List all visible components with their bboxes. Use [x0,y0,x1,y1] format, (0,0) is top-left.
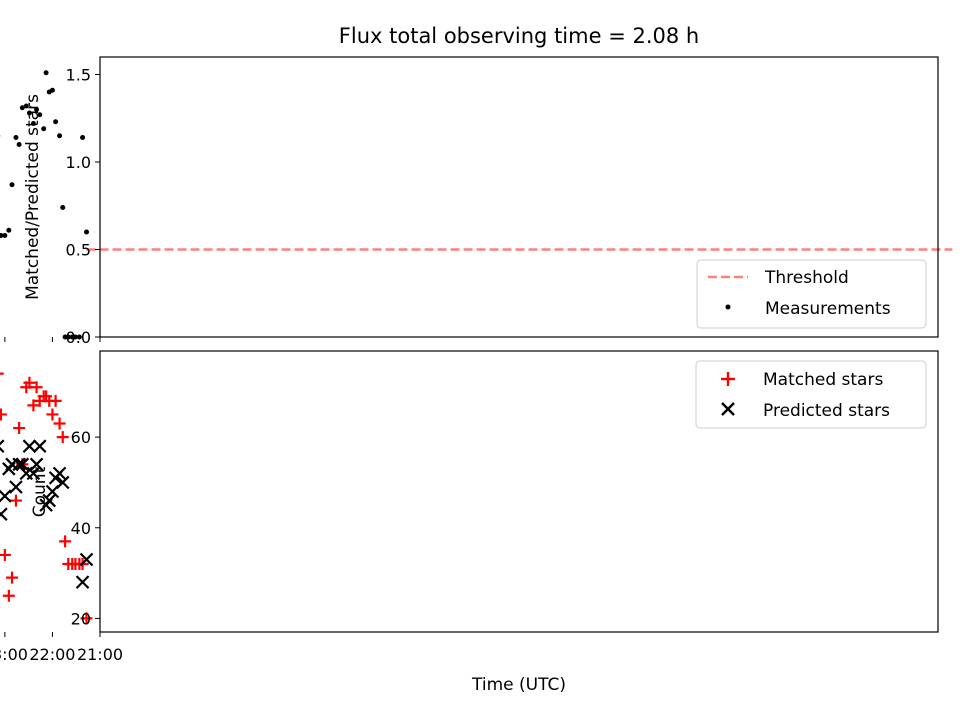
measurement-point [6,227,12,233]
top-ytick-label: 1.5 [66,66,91,85]
top-axes-frame [99,56,939,338]
matched-star-point [0,372,4,375]
measurement-point [23,103,29,109]
legend-matched-label: Matched stars [763,370,883,390]
predicted-star-point [0,439,5,453]
measurement-point [46,89,52,95]
measurement-point [37,112,43,118]
bottom-ytick-label: 20 [71,609,91,628]
matched-star-point [59,535,72,548]
measurement-point [53,119,59,125]
measurement-point [30,121,36,126]
predicted-star-point [2,462,16,476]
top-ytick-label: 0.5 [66,241,91,260]
bottom-axes-frame [99,350,939,633]
measurement-point [16,142,22,147]
measurement-point [80,135,86,140]
matched-star-point [56,431,69,444]
measurement-point [19,105,25,111]
top-ytick-label: 0.0 [66,328,91,347]
bottom-xtick-label: 23:00 [0,645,28,664]
predicted-star-point [0,507,8,521]
matched-star-point [2,589,15,602]
legend-measurements-label: Measurements [765,299,891,319]
predicted-star-point [75,575,90,589]
measurement-point [62,334,68,340]
bottom-legend: Matched stars Predicted stars [695,360,927,429]
measurement-point [43,70,49,76]
bottom-xtick-label: 21:00 [77,645,123,664]
bottom-xlabel: Time (UTC) [471,675,566,695]
top-ylabel: Matched/Predicted stars [23,94,43,300]
measurement-point [69,334,75,340]
measurement-point [60,205,66,210]
matched-star-point [0,408,7,421]
matched-star-point [33,394,46,407]
measurement-point [57,133,63,139]
matched-star-point [5,571,18,584]
predicted-star-point [79,552,94,567]
measurement-point [76,334,82,340]
measurement-point [13,135,19,140]
predicted-star-point [45,484,60,499]
top-ticks-layer: 0.0 0.5 1.0 1.5 [4,66,101,347]
bottom-marks-layer [0,372,94,625]
measurement-point [2,233,8,238]
matched-star-point [13,422,26,435]
top-ytick-label: 1.0 [66,153,91,172]
top-legend: Threshold Measurements [696,259,927,329]
figure-title: Flux total observing time = 2.08 h [339,24,699,48]
top-panel: 0.0 0.5 1.0 1.5 Matched/Predicted stars Thr… [0,56,953,347]
matched-star-point [46,408,59,421]
bottom-ytick-label: 40 [71,519,91,538]
predicted-star-point [22,439,37,453]
bottom-ticks-layer: 20406021:0022:0023:0000:0001:0002:0003:0… [0,428,123,664]
predicted-star-point [19,466,34,481]
matched-star-point [62,558,75,571]
measurement-point [84,229,90,235]
predicted-star-point [32,439,47,453]
predicted-star-point [39,498,53,512]
top-legend-box [696,259,927,329]
legend-threshold-label: Threshold [764,268,849,288]
bottom-ytick-label: 60 [71,428,91,447]
legend-predicted-label: Predicted stars [763,401,890,421]
legend-measurements-swatch [725,304,731,310]
bottom-ylabel: Count [30,466,50,517]
measurement-point [9,182,15,188]
matched-star-point [27,399,40,412]
bottom-legend-box [695,360,927,429]
measurement-point [0,233,4,238]
predicted-star-point [48,471,63,485]
top-marks-layer [0,70,953,340]
predicted-star-point [9,480,23,494]
legend-predicted-swatch [721,402,735,416]
matched-star-point [0,548,11,561]
legend-matched-swatch [721,372,735,386]
matched-star-point [30,381,43,394]
measurement-point [41,126,47,132]
bottom-panel: 20406021:0022:0023:0000:0001:0002:0003:0… [0,350,939,695]
predicted-star-point [15,457,30,472]
matched-star-point [9,494,22,507]
matched-star-point [20,381,33,394]
measurement-point [34,107,40,112]
predicted-star-point [0,489,12,503]
measurement-point [26,110,32,116]
matched-star-point [53,417,66,430]
bottom-xtick-label: 22:00 [29,645,75,664]
matched-star-point [80,612,93,625]
